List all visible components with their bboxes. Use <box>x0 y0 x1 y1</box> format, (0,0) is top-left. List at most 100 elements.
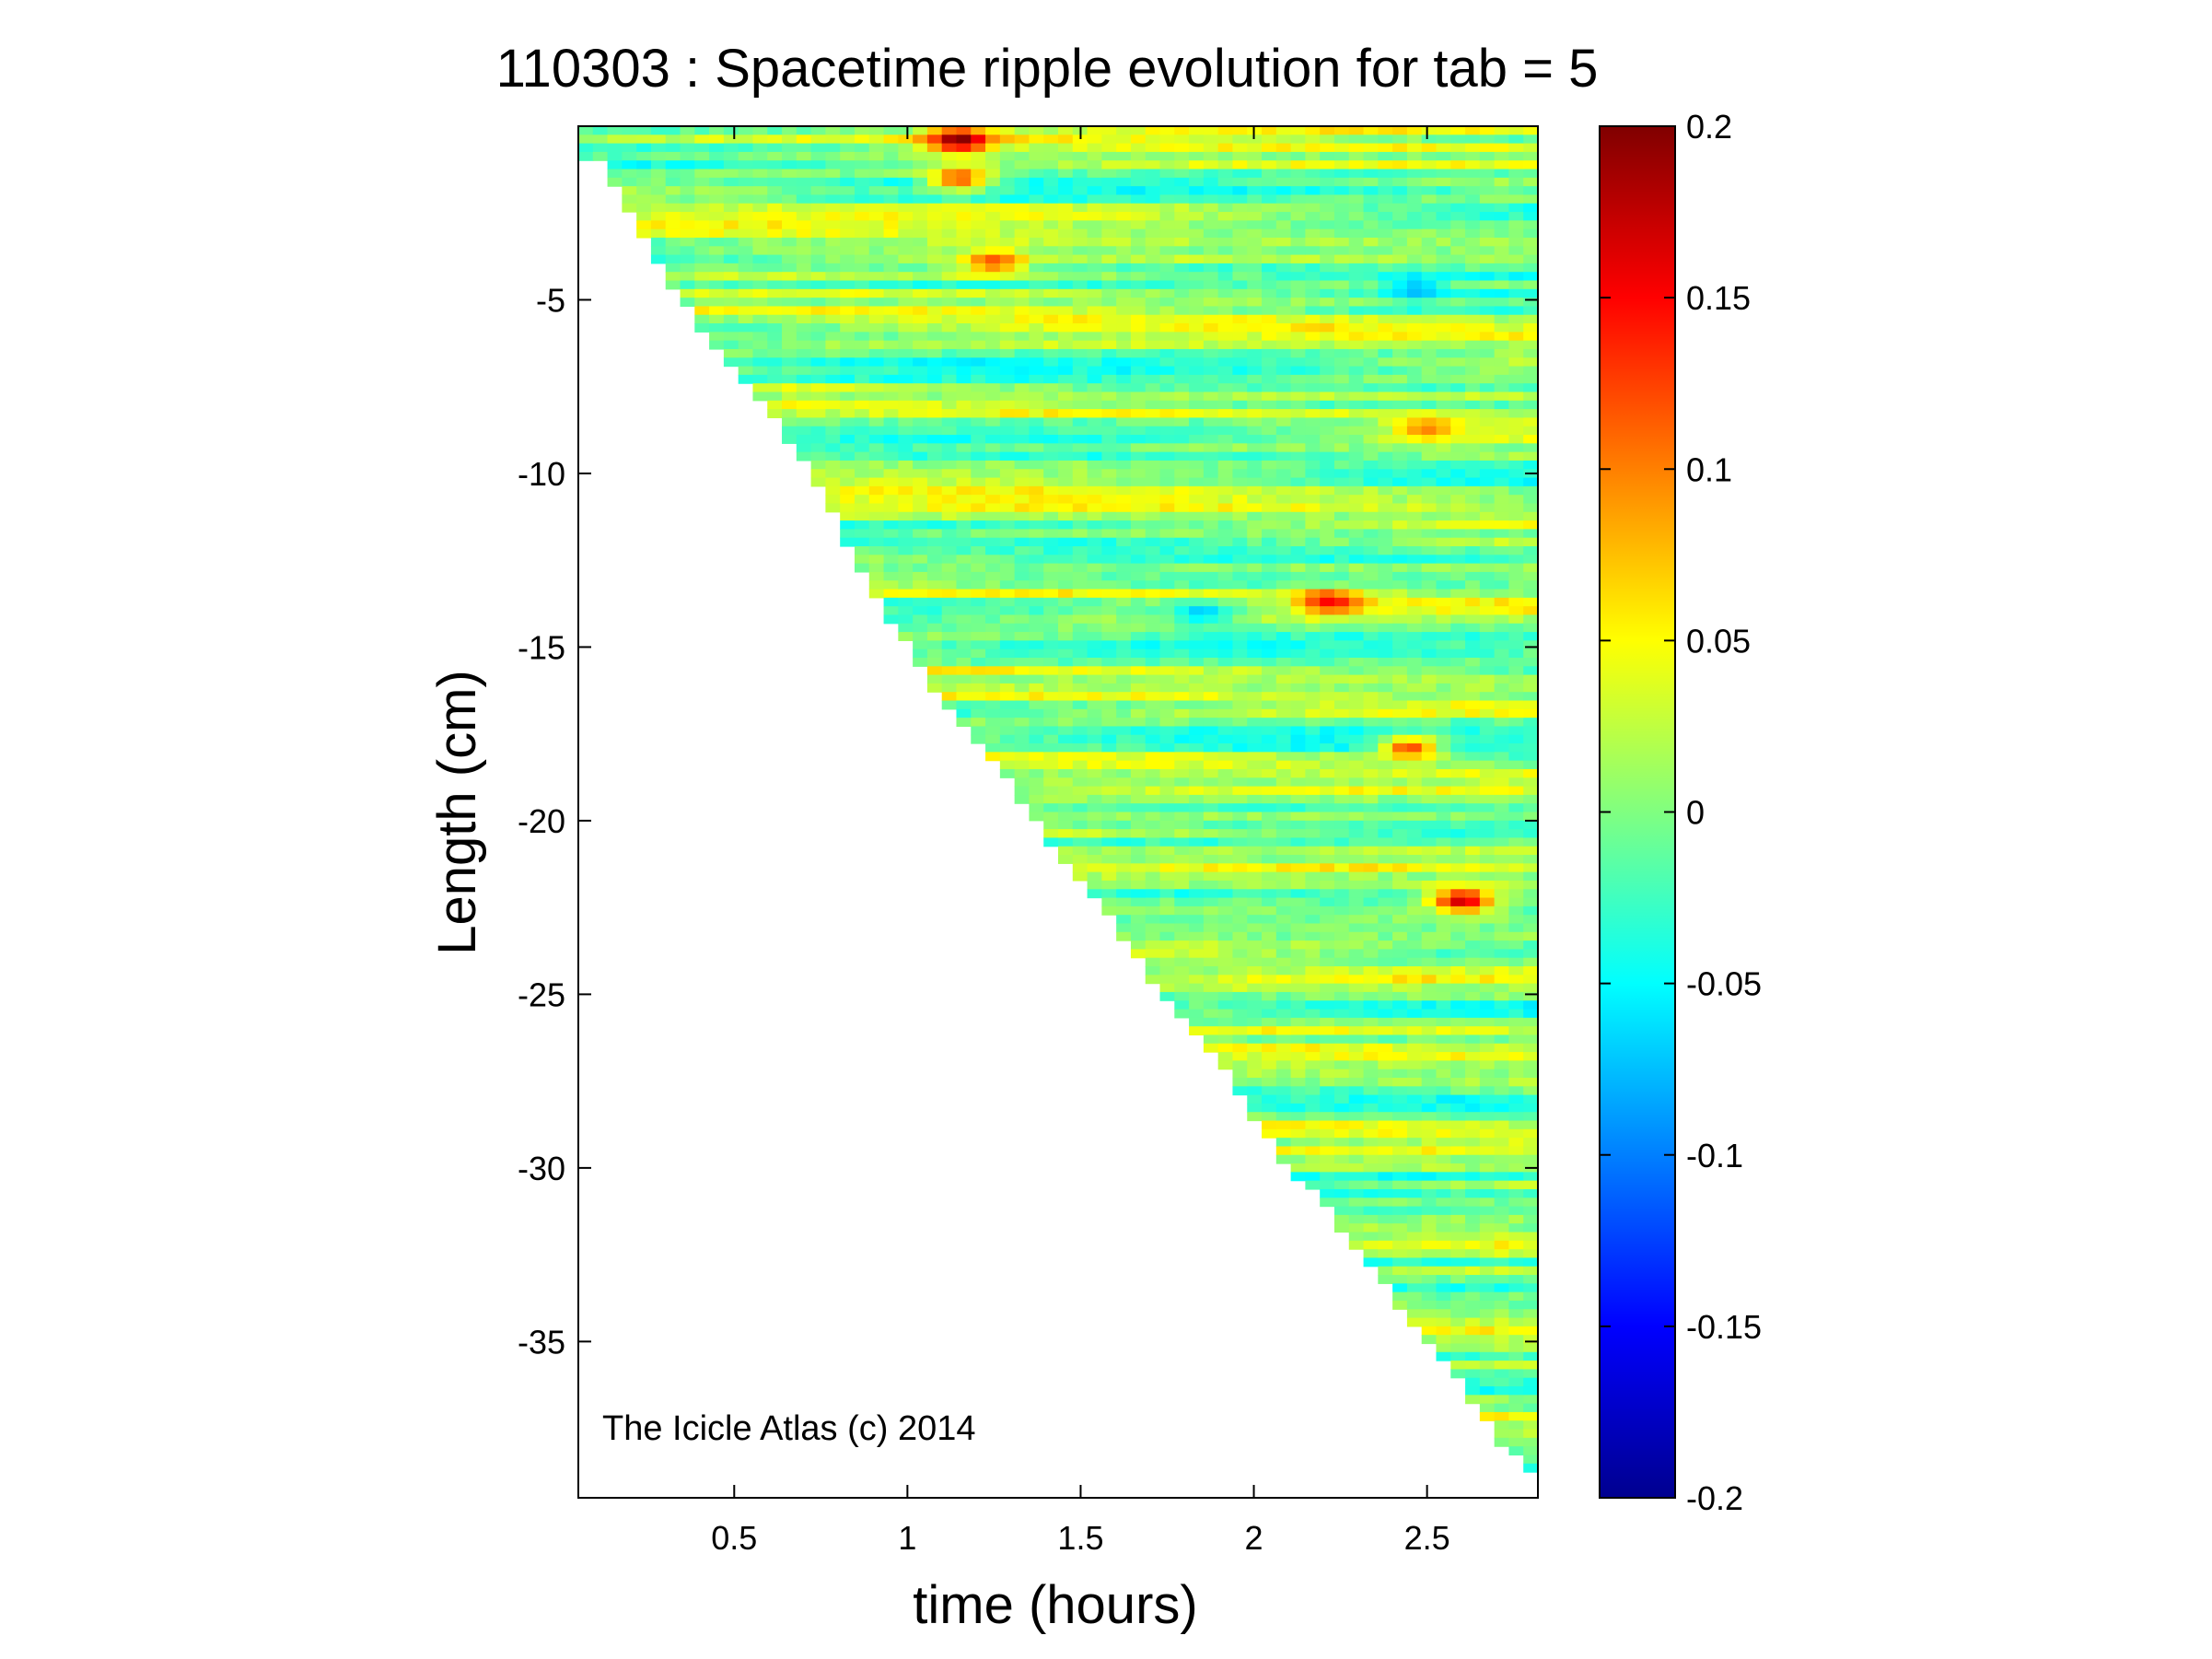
heatmap-cell <box>1101 143 1117 153</box>
heatmap-cell <box>1029 786 1044 796</box>
heatmap-cell <box>1450 768 1466 778</box>
heatmap-cell <box>1058 151 1074 161</box>
heatmap-cell <box>1406 666 1423 676</box>
heatmap-cell <box>1479 683 1496 693</box>
heatmap-cell <box>1378 469 1393 479</box>
heatmap-cell <box>1058 169 1074 179</box>
heatmap-cell <box>1406 169 1423 179</box>
heatmap-cell <box>1029 332 1044 342</box>
heatmap-cell <box>913 288 928 298</box>
heatmap-cell <box>1232 983 1248 993</box>
heatmap-cell <box>999 143 1016 153</box>
heatmap-cell <box>1145 708 1161 719</box>
heatmap-cell <box>1203 889 1219 899</box>
heatmap-cell <box>1406 426 1423 436</box>
heatmap-cell <box>1320 949 1335 959</box>
heatmap-cell <box>1465 752 1481 762</box>
heatmap-cell <box>665 220 681 230</box>
heatmap-cell <box>1320 563 1335 573</box>
heatmap-cell <box>1436 383 1451 393</box>
heatmap-cell <box>1145 323 1161 333</box>
heatmap-cell <box>1348 1206 1365 1216</box>
heatmap-cell <box>1029 563 1044 573</box>
heatmap-cell <box>1145 820 1161 830</box>
heatmap-cell <box>898 126 914 135</box>
heatmap-cell <box>971 485 986 496</box>
heatmap-cell <box>825 469 841 479</box>
heatmap-cell <box>1116 529 1132 539</box>
heatmap-cell <box>1421 957 1438 967</box>
heatmap-cell <box>1333 451 1350 461</box>
heatmap-cell <box>1436 1309 1451 1319</box>
heatmap-cell <box>1174 357 1190 368</box>
heatmap-cell <box>1305 469 1321 479</box>
heatmap-cell <box>1189 683 1205 693</box>
heatmap-cell <box>767 298 783 308</box>
heatmap-cell <box>1392 1060 1408 1070</box>
heatmap-cell <box>1072 546 1089 555</box>
heatmap-cell <box>1348 1172 1365 1182</box>
heatmap-cell <box>1392 632 1408 641</box>
heatmap-cell <box>1479 1052 1496 1061</box>
heatmap-cell <box>999 272 1016 282</box>
heatmap-cell <box>1145 949 1161 959</box>
heatmap-cell <box>1320 443 1335 453</box>
heatmap-cell <box>985 632 1001 641</box>
heatmap-cell <box>1290 511 1306 521</box>
heatmap-cell <box>854 160 870 170</box>
heatmap-cell <box>1189 263 1205 273</box>
heatmap-cell <box>810 400 826 410</box>
heatmap-cell <box>868 520 885 530</box>
heatmap-cell <box>1014 134 1030 145</box>
heatmap-cell <box>1072 511 1089 521</box>
heatmap-cell <box>1014 348 1030 358</box>
heatmap-cell <box>1262 829 1277 839</box>
heatmap-cell <box>1014 786 1030 796</box>
heatmap-cell <box>1189 280 1205 290</box>
heatmap-cell <box>1159 623 1175 633</box>
heatmap-cell <box>1116 272 1132 282</box>
heatmap-cell <box>1203 632 1219 641</box>
heatmap-cell <box>1436 957 1451 967</box>
heatmap-cell <box>1014 409 1030 419</box>
heatmap-cell <box>1159 863 1175 873</box>
heatmap-cell <box>1305 1086 1321 1096</box>
heatmap-cell <box>1174 186 1190 196</box>
heatmap-cell <box>1320 889 1335 899</box>
heatmap-cell <box>985 151 1001 161</box>
heatmap-cell <box>1058 400 1074 410</box>
heatmap-cell <box>1189 443 1205 453</box>
heatmap-cell <box>1275 212 1292 221</box>
heatmap-cell <box>1189 511 1205 521</box>
heatmap-cell <box>1406 495 1423 505</box>
heatmap-cell <box>1275 1103 1292 1113</box>
heatmap-cell <box>985 391 1001 402</box>
heatmap-cell <box>1290 477 1306 487</box>
heatmap-cell <box>1072 186 1089 196</box>
heatmap-cell <box>1029 700 1044 710</box>
heatmap-cell <box>1436 632 1451 641</box>
heatmap-cell <box>1348 1138 1365 1148</box>
heatmap-cell <box>767 357 783 368</box>
heatmap-cell <box>1406 623 1423 633</box>
heatmap-cell <box>1479 1403 1496 1413</box>
heatmap-cell <box>1159 469 1175 479</box>
heatmap-cell <box>1450 314 1466 324</box>
heatmap-cell <box>1436 692 1451 702</box>
heatmap-cell <box>1305 820 1321 830</box>
heatmap-cell <box>1130 794 1147 804</box>
heatmap-cell <box>985 254 1001 264</box>
heatmap-cell <box>1203 597 1219 607</box>
heatmap-cell <box>985 597 1001 607</box>
heatmap-cell <box>1174 143 1190 153</box>
heatmap-cell <box>1333 614 1350 625</box>
heatmap-cell <box>1479 905 1496 916</box>
heatmap-cell <box>1262 957 1277 967</box>
heatmap-cell <box>1421 160 1438 170</box>
heatmap-cell <box>1087 606 1102 616</box>
heatmap-cell <box>1363 151 1379 161</box>
heatmap-cell <box>1043 794 1059 804</box>
heatmap-cell <box>1029 340 1044 350</box>
heatmap-cell <box>1275 546 1292 555</box>
heatmap-cell <box>1101 555 1117 565</box>
